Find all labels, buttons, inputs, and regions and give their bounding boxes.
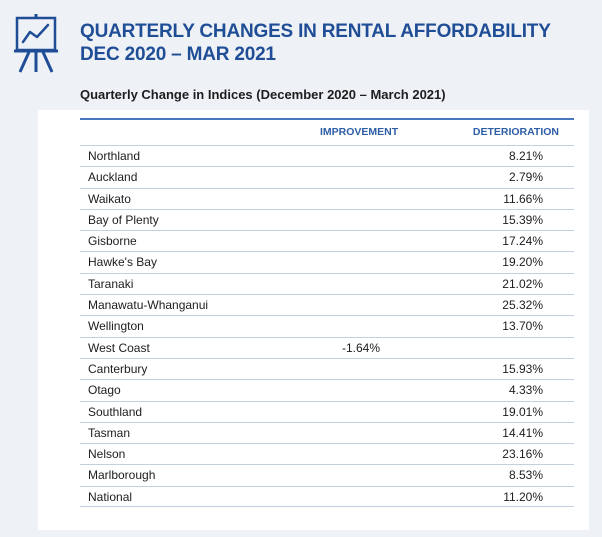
page-title: QUARTERLY CHANGES IN RENTAL AFFORDABILIT… <box>80 20 551 66</box>
deterioration-value: 8.21% <box>508 149 543 163</box>
table-row: Bay of Plenty 15.39% <box>80 208 574 230</box>
region-name: Southland <box>88 404 143 419</box>
table-row: Tasman 14.41% <box>80 421 574 443</box>
table-row: Southland 19.01% <box>80 400 574 422</box>
page-margin-bottom <box>38 530 589 537</box>
region-name: Auckland <box>88 170 138 185</box>
region-name: National <box>88 489 133 504</box>
table-row: Canterbury 15.93% <box>80 357 574 379</box>
region-name: Gisborne <box>88 234 137 249</box>
deterioration-value: 19.01% <box>502 404 543 419</box>
page-margin-right <box>589 110 602 537</box>
deterioration-value: 21.02% <box>502 276 543 291</box>
deterioration-value: 17.24% <box>502 234 543 249</box>
table-row: Auckland 2.79% <box>80 166 574 187</box>
region-name: Tasman <box>88 425 131 440</box>
table-row: Northland 8.21% <box>80 145 574 166</box>
table-row: Marlborough 8.53% <box>80 464 574 485</box>
region-name: Marlborough <box>88 468 156 483</box>
title-line-1: QUARTERLY CHANGES IN RENTAL AFFORDABILIT… <box>80 21 551 42</box>
deterioration-value: 11.66% <box>503 191 543 206</box>
deterioration-value: 25.32% <box>502 298 543 313</box>
column-header-deterioration: DETERIORATION <box>472 126 559 138</box>
region-name: Waikato <box>88 191 131 206</box>
table-row: Nelson 23.16% <box>80 443 574 464</box>
table-row: National 11.20% <box>80 485 574 508</box>
region-name: Hawke's Bay <box>88 255 157 270</box>
table-caption: Quarterly Change in Indices (December 20… <box>80 87 446 102</box>
region-name: Otago <box>88 383 121 398</box>
region-name: Northland <box>88 149 141 163</box>
deterioration-value: 14.41% <box>502 425 543 440</box>
deterioration-value: 13.70% <box>502 319 543 334</box>
deterioration-value: 15.39% <box>502 212 543 227</box>
table-row: Manawatu-Whanganui 25.32% <box>80 294 574 315</box>
table-row: Wellington 13.70% <box>80 315 574 336</box>
header-band <box>0 0 602 110</box>
deterioration-value: 8.53% <box>508 468 543 483</box>
region-name: Manawatu-Whanganui <box>88 298 209 313</box>
table-row: Gisborne 17.24% <box>80 230 574 251</box>
content-panel <box>38 110 589 530</box>
region-name: Canterbury <box>88 361 148 376</box>
region-name: Bay of Plenty <box>88 212 159 227</box>
deterioration-value: 23.16% <box>502 447 543 462</box>
region-name: West Coast <box>88 340 150 355</box>
table-row: Waikato 11.66% <box>80 187 574 209</box>
table-row: Otago 4.33% <box>80 379 574 400</box>
page-margin-left <box>0 110 38 537</box>
deterioration-value: 2.79% <box>508 170 543 185</box>
region-name: Nelson <box>88 447 126 462</box>
table-top-rule <box>80 118 574 120</box>
deterioration-value: 19.20% <box>502 255 543 270</box>
title-line-2: DEC 2020 – MAR 2021 <box>80 44 276 65</box>
improvement-value: -1.64% <box>341 340 380 355</box>
column-header-improvement: IMPROVEMENT <box>320 126 399 138</box>
deterioration-value: 4.33% <box>508 383 543 398</box>
table-row: Hawke's Bay 19.20% <box>80 251 574 272</box>
presentation-chart-icon <box>14 14 58 73</box>
table-row: Taranaki 21.02% <box>80 272 574 294</box>
region-name: Wellington <box>88 319 144 334</box>
region-name: Taranaki <box>88 276 134 291</box>
table-row: West Coast -1.64% <box>80 336 574 358</box>
deterioration-value: 11.20% <box>503 489 543 504</box>
affordability-table: Northland 8.21% Auckland 2.79% Waikato 1… <box>80 145 574 508</box>
deterioration-value: 15.93% <box>502 361 543 376</box>
